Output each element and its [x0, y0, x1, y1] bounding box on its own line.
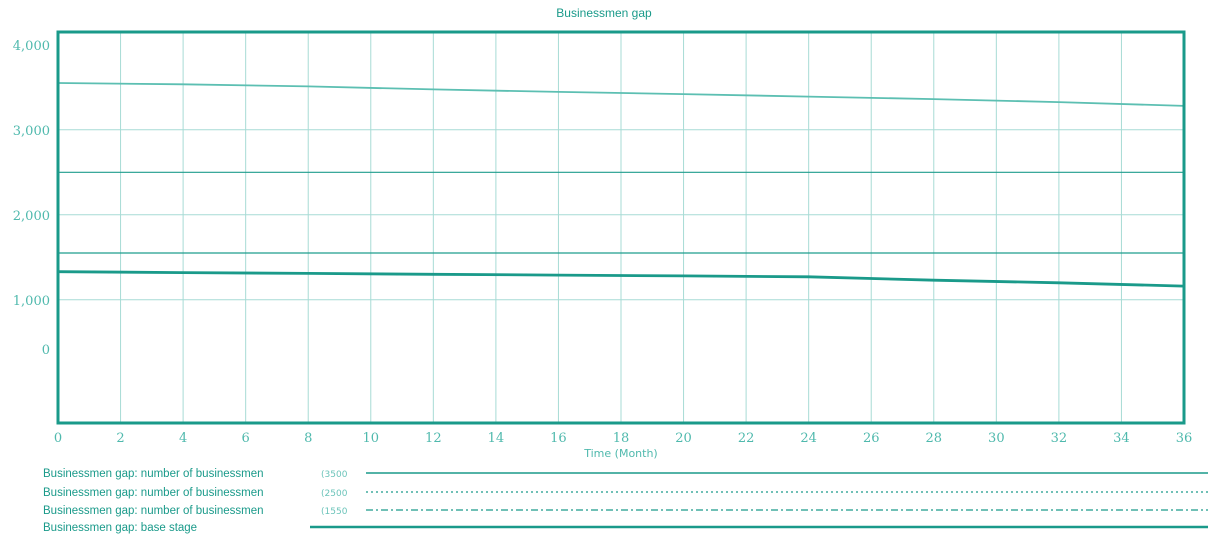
x-tick-label: 22 [738, 431, 755, 446]
series-line-4 [57, 270, 1185, 288]
x-tick-label: 8 [304, 431, 312, 446]
legend-label: Businessmen gap: base stage [43, 522, 197, 534]
plot-series [57, 82, 1185, 288]
x-tick-label: 36 [1176, 431, 1193, 446]
x-tick-label: 4 [179, 431, 187, 446]
series-line-1 [57, 82, 1185, 107]
y-axis-ticks: 4,000 3,000 2,000 1,000 0 [13, 39, 50, 358]
chart-title: Businessmen gap [556, 6, 652, 20]
x-tick-label: 28 [926, 431, 943, 446]
y-tick-label: 2,000 [13, 209, 50, 224]
x-tick-label: 14 [488, 431, 505, 446]
x-tick-label: 20 [675, 431, 692, 446]
x-tick-label: 24 [800, 431, 817, 446]
legend-note: (1550 [321, 507, 348, 517]
y-tick-label: 1,000 [13, 294, 50, 309]
x-tick-label: 26 [863, 431, 880, 446]
x-tick-label: 30 [988, 431, 1005, 446]
x-tick-label: 18 [613, 431, 630, 446]
legend: Businessmen gap: number of businessmen (3… [43, 468, 1208, 534]
x-tick-label: 16 [550, 431, 567, 446]
y-tick-label: 3,000 [13, 124, 50, 139]
y-tick-label: 4,000 [13, 39, 50, 54]
grid [57, 32, 1185, 423]
legend-label: Businessmen gap: number of businessmen [43, 505, 264, 517]
x-tick-label: 34 [1113, 431, 1130, 446]
x-tick-label: 6 [242, 431, 250, 446]
x-axis-label: Time (Month) [583, 447, 657, 460]
legend-label: Businessmen gap: number of businessmen [43, 487, 264, 499]
legend-note: (2500 [321, 489, 348, 499]
x-tick-label: 0 [54, 431, 62, 446]
legend-label: Businessmen gap: number of businessmen [43, 468, 264, 480]
x-tick-label: 12 [425, 431, 442, 446]
x-axis-ticks: 0 2 4 6 8 10 12 14 16 18 20 22 24 26 28 30 32 34 36 [54, 431, 1192, 446]
x-tick-label: 10 [363, 431, 380, 446]
y-tick-label: 0 [42, 343, 50, 358]
legend-note: (3500 [321, 470, 348, 480]
plot-frame [56, 30, 1186, 425]
x-tick-label: 2 [116, 431, 124, 446]
x-tick-label: 32 [1051, 431, 1068, 446]
